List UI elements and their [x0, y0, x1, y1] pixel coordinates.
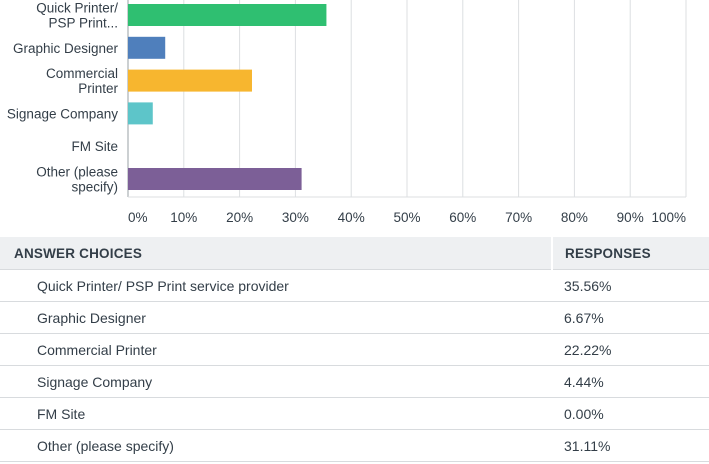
table-row: Signage Company 4.44% — [0, 365, 709, 398]
x-tick-label: 90% — [617, 210, 644, 225]
response-percent: 4.44% — [552, 365, 709, 398]
x-tick-label: 30% — [282, 210, 309, 225]
category-label: Quick Printer/PSP Print... — [36, 1, 118, 31]
bar — [128, 102, 153, 125]
table-row: Quick Printer/ PSP Print service provide… — [0, 269, 709, 302]
category-label: Graphic Designer — [13, 41, 119, 56]
bar-chart: Quick Printer/PSP Print... Graphic Design… — [7, 0, 687, 225]
category-label: Other (please specify) — [36, 165, 118, 195]
x-tick-label: 100% — [651, 210, 686, 225]
bar — [128, 69, 252, 92]
x-tick-label: 20% — [226, 210, 253, 225]
x-tick-label: 40% — [338, 210, 365, 225]
response-percent: 35.56% — [552, 269, 709, 302]
bar — [128, 4, 327, 26]
table-row: Other (please specify) 31.11% — [0, 429, 709, 462]
answer-choices-header: ANSWER CHOICES — [0, 237, 552, 270]
x-tick-label: 50% — [393, 210, 420, 225]
category-label: Signage Company — [7, 106, 118, 121]
response-percent: 31.11% — [552, 429, 709, 462]
answer-choice: Other (please specify) — [0, 429, 552, 462]
response-percent: 22.22% — [552, 333, 709, 366]
category-labels: Quick Printer/PSP Print... Graphic Design… — [7, 1, 119, 195]
x-tick-label: 0% — [128, 210, 148, 225]
responses-table: ANSWER CHOICES RESPONSES Quick Printer/ … — [0, 237, 709, 462]
table-row: Commercial Printer 22.22% — [0, 333, 709, 366]
answer-choice: Signage Company — [0, 365, 552, 398]
x-tick-label: 80% — [561, 210, 588, 225]
category-label: Commercial Printer — [46, 66, 119, 96]
x-tick-label: 60% — [449, 210, 476, 225]
x-axis-tick-labels: 0% 10% 20% 30% 40% 50% 60% 70% 80% 90% 100% — [128, 210, 686, 225]
responses-header: RESPONSES — [551, 237, 709, 270]
bar — [128, 36, 166, 59]
answer-choice: FM Site — [0, 397, 552, 430]
table-header-row: ANSWER CHOICES RESPONSES — [0, 237, 709, 270]
answer-choice: Commercial Printer — [0, 333, 552, 366]
answer-choice: Graphic Designer — [0, 301, 552, 334]
bar — [128, 168, 302, 190]
answer-choice: Quick Printer/ PSP Print service provide… — [0, 269, 552, 302]
x-tick-label: 10% — [170, 210, 197, 225]
table-row: Graphic Designer 6.67% — [0, 301, 709, 334]
x-tick-label: 70% — [505, 210, 532, 225]
bar-series — [128, 4, 327, 190]
response-percent: 6.67% — [552, 301, 709, 334]
grid-lines — [127, 0, 687, 198]
category-label: FM Site — [71, 139, 118, 154]
response-percent: 0.00% — [552, 397, 709, 430]
table-row: FM Site 0.00% — [0, 397, 709, 430]
